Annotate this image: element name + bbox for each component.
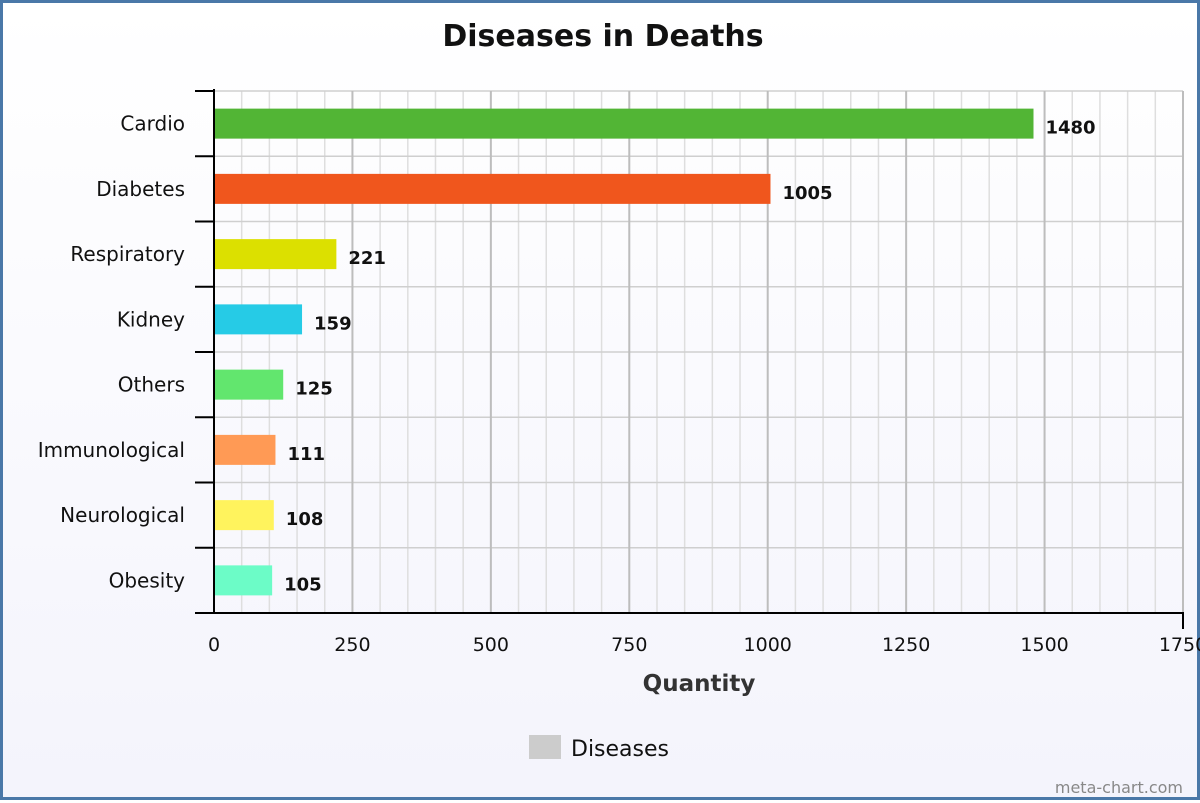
bar-immunological <box>214 434 276 465</box>
axes <box>195 89 1184 629</box>
value-label-obesity: 105 <box>284 574 322 595</box>
value-label-others: 125 <box>295 379 333 400</box>
category-label-others: Others <box>118 373 185 397</box>
category-label-respiratory: Respiratory <box>70 242 185 266</box>
legend-label: Diseases <box>571 737 669 762</box>
x-tick-label: 750 <box>611 634 647 656</box>
x-axis-label: Quantity <box>643 671 756 697</box>
chart-title: Diseases in Deaths <box>442 19 763 54</box>
bar-kidney <box>214 304 303 335</box>
x-tick-label: 1500 <box>1020 634 1068 656</box>
value-label-neurological: 108 <box>286 509 324 530</box>
value-label-respiratory: 221 <box>348 248 386 269</box>
category-label-immunological: Immunological <box>38 438 185 462</box>
bar-others <box>214 369 284 400</box>
legend-swatch <box>529 735 561 759</box>
value-label-cardio: 1480 <box>1045 118 1095 139</box>
category-label-diabetes: Diabetes <box>96 177 185 201</box>
bar-cardio <box>214 108 1034 139</box>
bar-respiratory <box>214 239 337 270</box>
x-tick-label: 0 <box>208 634 220 656</box>
category-label-cardio: Cardio <box>120 112 185 136</box>
x-tick-labels: 0 250 500 750 1000 1250 1500 1750 <box>208 634 1200 656</box>
x-tick-label: 1750 <box>1159 634 1200 656</box>
x-tick-label: 250 <box>334 634 370 656</box>
bar-neurological <box>214 500 274 531</box>
value-labels: 1480 1005 221 159 125 111 108 105 <box>284 118 1095 596</box>
value-label-diabetes: 1005 <box>782 183 832 204</box>
x-tick-label: 1250 <box>882 634 930 656</box>
category-label-neurological: Neurological <box>60 503 185 527</box>
value-label-kidney: 159 <box>314 313 352 334</box>
category-label-kidney: Kidney <box>117 307 185 331</box>
grid-major <box>213 90 1184 614</box>
bar-diabetes <box>214 173 771 204</box>
bar-chart: Diseases in Deaths Cardio Diabetes Respira… <box>38 19 1200 797</box>
x-tick-label: 1000 <box>744 634 792 656</box>
bar-obesity <box>214 565 273 596</box>
x-tick-label: 500 <box>473 634 509 656</box>
value-label-immunological: 111 <box>287 444 325 465</box>
category-label-obesity: Obesity <box>109 568 186 592</box>
credit-text: meta-chart.com <box>1055 778 1183 797</box>
category-labels: Cardio Diabetes Respiratory Kidney Others Imm… <box>38 112 185 593</box>
bars <box>214 108 1034 596</box>
